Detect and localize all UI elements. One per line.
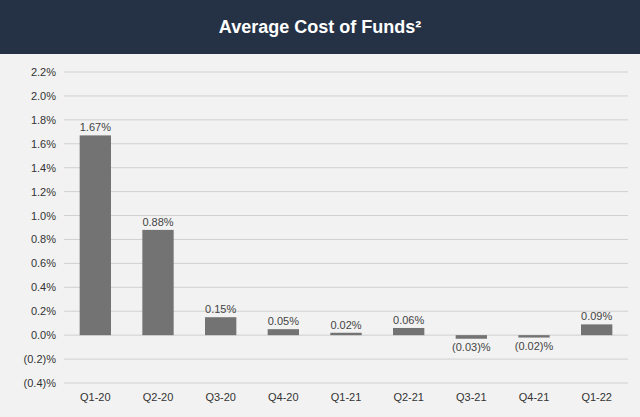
x-tick-label: Q4-20 [268, 391, 299, 403]
data-label: (0.03)% [452, 341, 491, 353]
y-tick-label: 0.6% [31, 257, 56, 269]
grid-line [64, 72, 628, 73]
y-tick-label: (0.4)% [24, 377, 57, 389]
x-tick-label: Q3-21 [456, 391, 487, 403]
x-tick-label: Q2-21 [393, 391, 424, 403]
data-label: 0.15% [205, 303, 236, 315]
y-tick-label: (0.2)% [24, 353, 57, 365]
data-labels: 1.67% 0.88% 0.15% 0.05% 0.02% 0.06% (0.03)% (0.… [80, 121, 613, 352]
y-tick-label: 0.0% [31, 329, 56, 341]
x-tick-label: Q1-20 [80, 391, 111, 403]
y-tick-label: 1.8% [31, 114, 56, 126]
x-axis: Q1-20 Q2-20 Q3-20 Q4-20 Q1-21 Q2-21 Q3-21 Q4-21… [80, 391, 612, 403]
bar [80, 135, 111, 335]
y-tick-label: 0.8% [31, 233, 56, 245]
grid-line [64, 95, 628, 96]
grid-line [64, 167, 628, 168]
bar [581, 324, 612, 335]
grid-line [64, 383, 628, 384]
x-tick-label: Q2-20 [143, 391, 174, 403]
y-tick-label: 0.2% [31, 305, 56, 317]
data-label: 0.02% [330, 319, 361, 331]
x-tick-label: Q1-21 [331, 391, 362, 403]
y-tick-label: 2.2% [31, 66, 56, 78]
title: Average Cost of Funds² [219, 17, 421, 37]
bar [268, 329, 299, 335]
chart-container: Average Cost of Funds² (0.4)% (0.2)% 0.0% 0.… [0, 0, 640, 417]
data-label: 1.67% [80, 121, 111, 133]
data-label: 0.09% [581, 310, 612, 322]
grid-line [64, 143, 628, 144]
bar [456, 335, 487, 339]
grid-line [64, 119, 628, 120]
y-tick-label: 1.4% [31, 162, 56, 174]
x-tick-label: Q1-22 [581, 391, 612, 403]
grid-line [64, 359, 628, 360]
grid-line [64, 191, 628, 192]
data-label: 0.05% [268, 315, 299, 327]
y-tick-label: 1.6% [31, 138, 56, 150]
bar [330, 333, 361, 335]
y-tick-label: 1.2% [31, 186, 56, 198]
bars [80, 135, 613, 338]
y-tick-label: 1.0% [31, 210, 56, 222]
y-tick-label: 2.0% [31, 90, 56, 102]
data-label: 0.06% [393, 314, 424, 326]
grid [64, 72, 628, 383]
x-tick-label: Q4-21 [519, 391, 550, 403]
bar [142, 230, 173, 335]
bar [205, 317, 236, 335]
bar [393, 328, 424, 335]
data-label: (0.02)% [515, 340, 554, 352]
data-label: 0.88% [142, 216, 173, 228]
y-axis: (0.4)% (0.2)% 0.0% 0.2% 0.4% 0.6% 0.8% 1.0% 1.2%… [24, 66, 57, 389]
x-tick-label: Q3-20 [205, 391, 236, 403]
title-banner [0, 0, 640, 54]
chart-svg: Average Cost of Funds² (0.4)% (0.2)% 0.0% 0.… [0, 0, 640, 417]
y-tick-label: 0.4% [31, 281, 56, 293]
bar [518, 335, 549, 337]
background [0, 0, 640, 417]
